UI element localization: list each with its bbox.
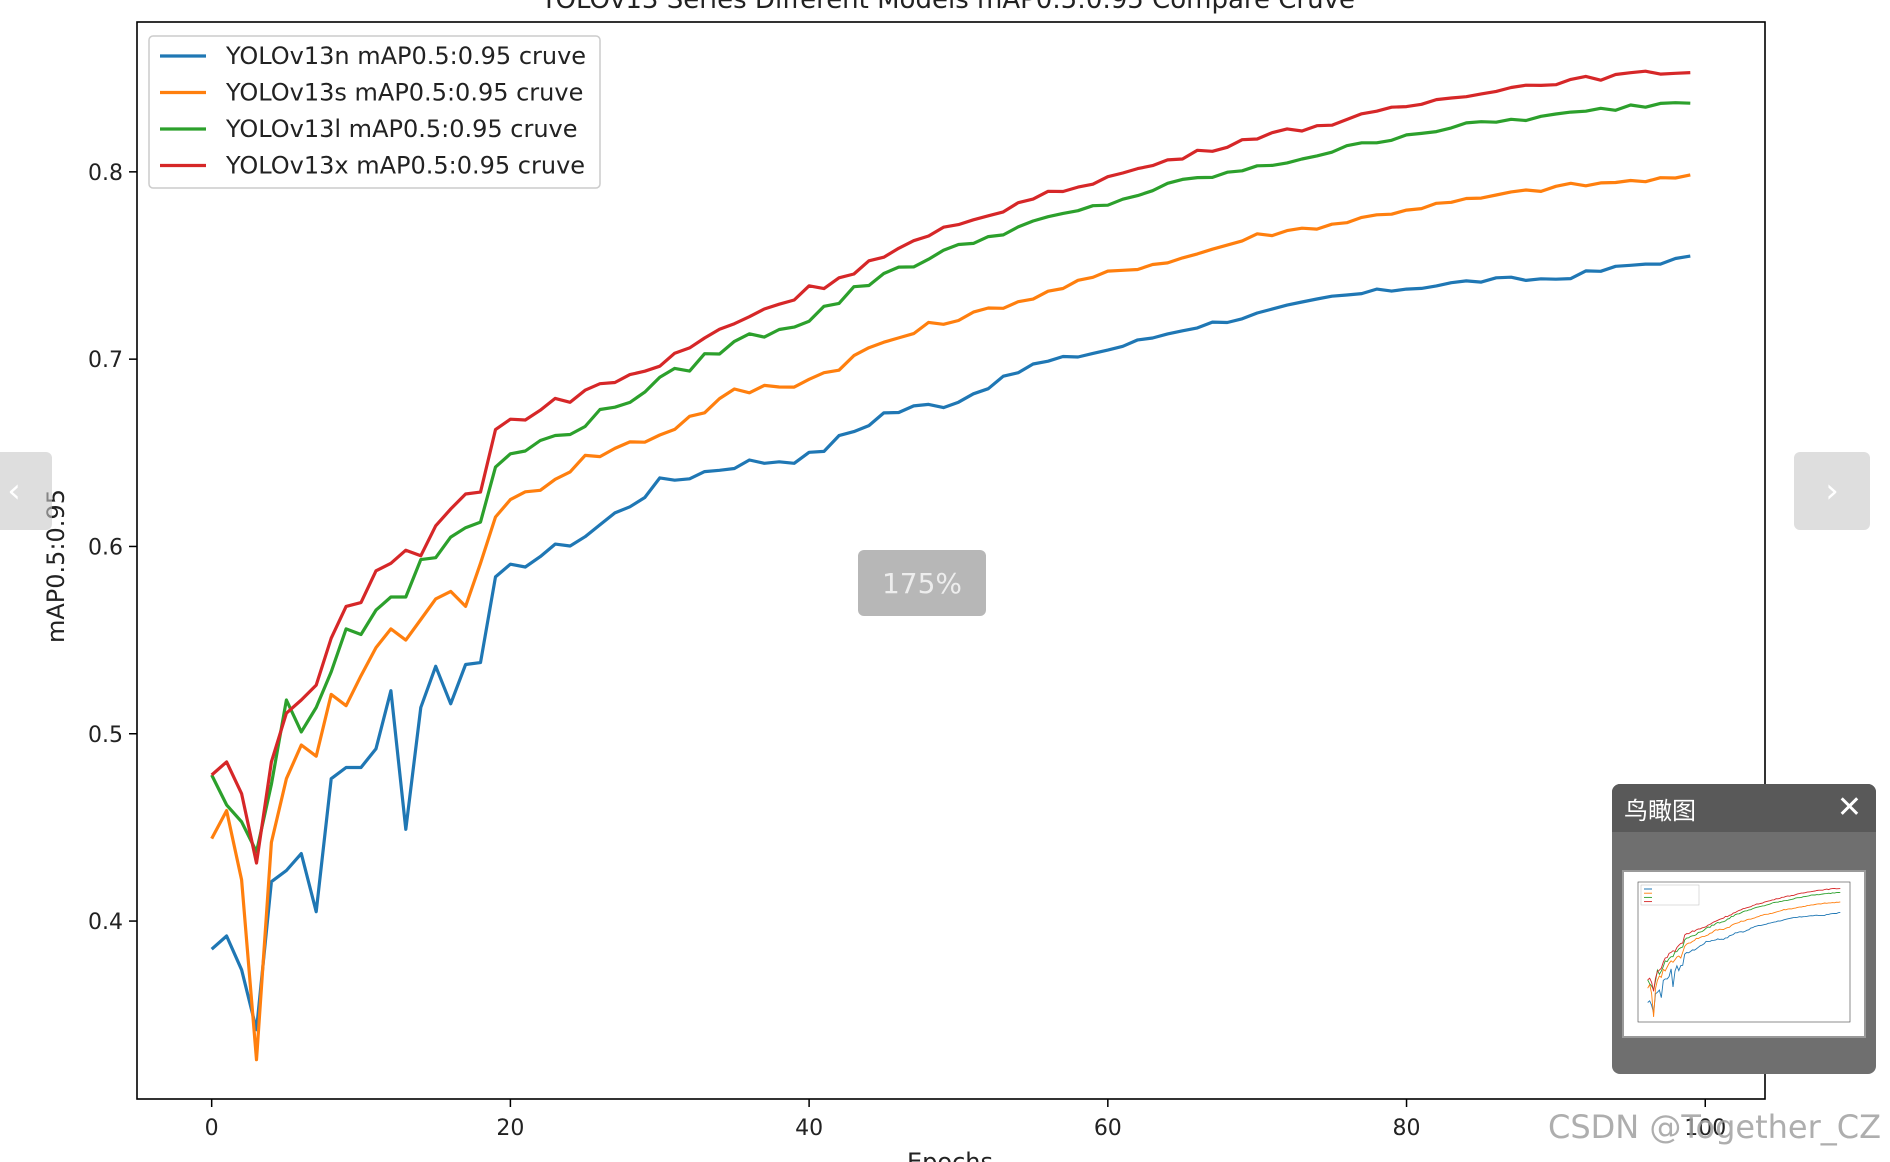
x-tick-label: 100 [1684,1116,1726,1141]
birdseye-panel[interactable]: 鸟瞰图 ✕ [1612,784,1876,1074]
chevron-right-icon: › [1825,471,1839,511]
close-icon[interactable]: ✕ [1836,790,1862,825]
watermark: CSDN @Together_CZ [1548,1108,1882,1146]
legend-label: YOLOv13s mAP0.5:0.95 cruve [225,79,583,107]
series-line [210,173,1691,1062]
y-tick-label: 0.6 [88,535,123,560]
mini-series-line [1647,892,1841,992]
y-tick-label: 0.8 [88,161,123,186]
x-axis-ticks: 0 20 40 60 80 100 [205,1099,1726,1141]
mini-series-line [1647,887,1841,992]
birdseye-title: 鸟瞰图 [1624,796,1696,825]
y-tick-label: 0.5 [88,723,123,748]
y-tick-label: 0.7 [88,348,123,373]
series-line [210,69,1691,865]
legend-label: YOLOv13l mAP0.5:0.95 cruve [225,115,578,143]
x-tick-label: 20 [496,1116,524,1141]
mini-series-line [1647,911,1841,1014]
legend-label: YOLOv13n mAP0.5:0.95 cruve [225,42,586,70]
series-lines [210,69,1691,1062]
x-tick-label: 40 [795,1116,823,1141]
mini-series-line [1647,901,1841,1017]
birdseye-thumbnail[interactable] [1622,870,1866,1038]
plot-frame [136,21,1766,1100]
chart-title: YOLOv13 Series Different Models mAP0.5:0… [540,0,1355,15]
series-line [210,101,1691,854]
zoom-level-badge: 175% [858,550,986,616]
x-tick-label: 80 [1393,1116,1421,1141]
birdseye-header: 鸟瞰图 ✕ [1612,784,1876,832]
prev-image-button[interactable]: ‹ [0,452,52,530]
x-axis-label: Epochs [907,1148,993,1162]
birdseye-chart-preview [1637,881,1851,1023]
chevron-left-icon: ‹ [7,471,21,511]
legend-box [148,35,601,189]
x-tick-label: 0 [205,1116,219,1141]
series-line [210,254,1691,1032]
mini-legend [1640,884,1700,906]
legend: YOLOv13n mAP0.5:0.95 cruve YOLOv13s mAP0.… [148,35,601,189]
mini-frame [1637,881,1851,1023]
next-image-button[interactable]: › [1794,452,1870,530]
y-axis-ticks: 0.4 0.5 0.6 0.7 0.8 [88,161,137,935]
x-tick-label: 60 [1094,1116,1122,1141]
y-tick-label: 0.4 [88,910,123,935]
legend-label: YOLOv13x mAP0.5:0.95 cruve [225,152,585,180]
